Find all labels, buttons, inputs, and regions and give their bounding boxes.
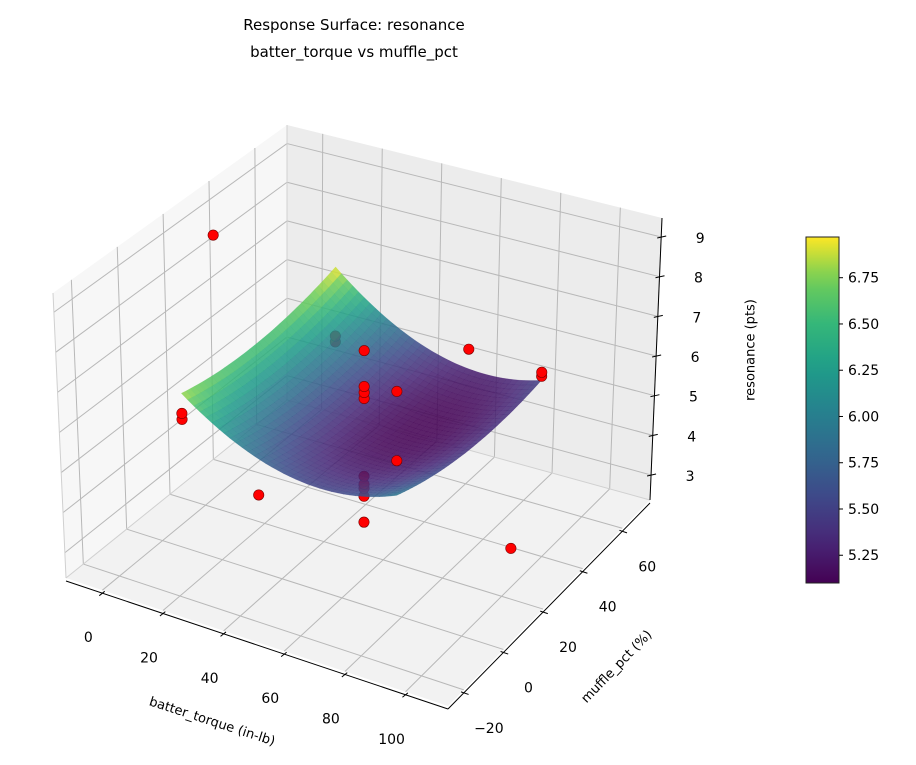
x-gridline: [344, 472, 553, 672]
z-tick: [646, 473, 657, 477]
data-point: [505, 542, 517, 554]
y-tick-label: 0: [524, 680, 533, 696]
z-tick-label: 7: [692, 310, 701, 326]
x-tick-label: 40: [201, 671, 219, 687]
y-gridline: [126, 528, 504, 650]
z-gridline: [286, 220, 658, 317]
z-gridline: [60, 297, 288, 473]
z-axis-line: [649, 217, 663, 501]
colorbar-tick-label: 5.50: [848, 502, 879, 518]
data-point: [358, 381, 370, 393]
x-tick: [402, 692, 409, 698]
z-gridline: [59, 259, 288, 433]
x-tick: [159, 611, 166, 617]
x-gridline: [283, 456, 495, 652]
y-tick-label: −20: [474, 721, 504, 737]
y-gridline: [70, 279, 84, 565]
colorbar-tick-label: 6.75: [848, 271, 879, 287]
left-pane: [53, 125, 287, 578]
y-gridline: [169, 493, 544, 610]
data-point: [391, 455, 403, 467]
z-tick: [648, 433, 658, 437]
x-tick-label: 0: [84, 630, 93, 646]
data-point: [463, 343, 475, 355]
y-gridline: [213, 458, 583, 570]
z-tick: [650, 394, 660, 398]
colorbar-tick-label: 5.75: [848, 456, 879, 472]
data-point: [207, 229, 219, 241]
x-tick-label: 100: [378, 732, 405, 748]
x-tick-label: 80: [322, 711, 340, 727]
y-tick-label: 60: [638, 559, 656, 575]
colorbar-tick-label: 5.25: [848, 548, 879, 564]
x-tick: [280, 651, 287, 658]
data-point: [358, 516, 370, 528]
floor-pane: [66, 400, 650, 706]
x-tick-label: 60: [261, 691, 279, 707]
surface-patch: [390, 493, 401, 497]
y-tick: [540, 610, 548, 615]
y-tick: [500, 651, 509, 655]
z-gridline: [53, 143, 288, 313]
x-tick: [98, 590, 106, 597]
z-tick-label: 5: [689, 390, 698, 406]
pane-edge: [52, 292, 67, 579]
x-tick: [220, 631, 227, 637]
y-tick: [579, 570, 588, 574]
x-gridline: [405, 488, 611, 693]
data-point: [536, 366, 548, 378]
y-gridline: [83, 563, 465, 691]
y-tick-label: 20: [559, 640, 577, 656]
z-tick-label: 3: [686, 469, 695, 485]
z-gridline: [286, 143, 662, 238]
y-tick: [619, 529, 628, 534]
y-axis-line: [447, 502, 651, 710]
x-gridline: [551, 192, 562, 474]
z-gridline: [55, 181, 288, 353]
z-tick-label: 6: [691, 350, 700, 366]
z-tick-label: 9: [696, 231, 705, 247]
chart-title-line-1: Response Surface: resonance: [243, 16, 465, 34]
colorbar: [805, 236, 840, 584]
chart-title-line-2: batter_torque vs muffle_pct: [250, 43, 458, 61]
z-tick: [653, 314, 663, 318]
data-point: [391, 385, 403, 397]
colorbar-tick-label: 6.25: [848, 363, 879, 379]
data-point: [176, 407, 188, 419]
z-gridline: [286, 181, 660, 278]
z-gridline: [57, 220, 288, 393]
z-tick: [655, 275, 665, 279]
colorbar-tick-label: 6.00: [848, 409, 879, 425]
data-point: [253, 489, 265, 501]
x-axis-line: [65, 580, 449, 710]
x-gridline: [609, 207, 621, 489]
z-tick: [652, 354, 662, 358]
z-tick: [657, 235, 667, 239]
z-gridline: [286, 259, 657, 357]
y-gridline: [116, 246, 128, 530]
surface-patch: [180, 390, 193, 400]
z-tick-label: 8: [694, 271, 703, 287]
y-tick-label: 40: [599, 600, 617, 616]
x-tick: [341, 672, 348, 678]
y-gridline: [162, 213, 171, 495]
colorbar-tick-label: 6.50: [848, 317, 879, 333]
data-point: [358, 345, 370, 357]
y-tick: [460, 691, 469, 695]
z-axis-label: resonance (pts): [743, 299, 759, 401]
z-tick-label: 4: [687, 429, 696, 445]
x-tick-label: 20: [140, 651, 158, 667]
